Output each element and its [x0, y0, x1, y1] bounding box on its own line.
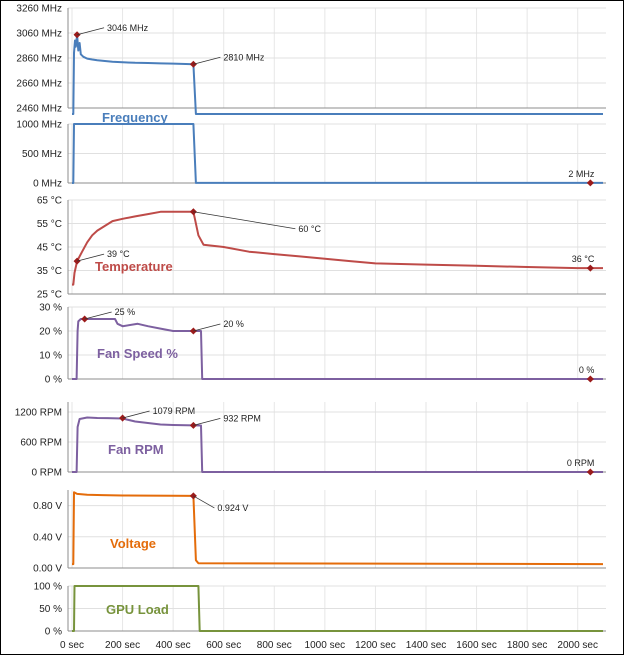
y-tick-label: 0.00 V — [33, 564, 62, 575]
x-tick-label: 800 sec — [257, 640, 292, 651]
data-marker — [586, 375, 594, 383]
y-tick-label: 2660 MHz — [16, 79, 62, 90]
y-tick-label: 1000 MHz — [16, 120, 62, 131]
panel-title-fan-speed: Fan Speed % — [97, 346, 178, 361]
x-tick-label: 1800 sec — [507, 640, 548, 651]
y-tick-label: 3260 MHz — [16, 4, 62, 15]
y-tick-label: 30 % — [39, 303, 62, 314]
x-tick-label: 1000 sec — [305, 640, 346, 651]
panel-title-fan-rpm: Fan RPM — [108, 442, 164, 457]
y-tick-label: 55 °C — [37, 219, 62, 230]
x-tick-label: 600 sec — [206, 640, 241, 651]
plot-area-fan-rpm — [68, 402, 606, 472]
y-tick-label: 0.40 V — [33, 532, 62, 543]
annotation-label: 25 % — [115, 307, 136, 317]
x-tick-label: 400 sec — [156, 640, 191, 651]
y-tick-label: 2460 MHz — [16, 104, 62, 115]
panel-title-temperature: Temperature — [95, 259, 173, 274]
annotation-label: 3046 MHz — [107, 23, 149, 33]
annotation-label: 39 °C — [107, 249, 130, 259]
y-tick-label: 0 RPM — [31, 468, 62, 479]
series-line-temperature — [72, 210, 603, 286]
y-tick-label: 25 °C — [37, 290, 62, 301]
annotation-label: 2 MHz — [568, 169, 595, 179]
x-tick-label: 200 sec — [105, 640, 140, 651]
y-tick-label: 10 % — [39, 351, 62, 362]
annotation-leader — [193, 495, 215, 509]
y-tick-label: 50 % — [39, 604, 62, 615]
annotation-label: 2810 MHz — [223, 52, 265, 62]
x-tick-label: 1400 sec — [406, 640, 447, 651]
series-line-frequency-lower — [72, 123, 603, 184]
annotation-leader — [84, 311, 112, 320]
y-tick-label: 500 MHz — [22, 149, 62, 160]
y-tick-label: 0 % — [45, 375, 62, 386]
y-tick-label: 45 °C — [37, 243, 62, 254]
y-tick-label: 0.80 V — [33, 501, 62, 512]
x-tick-label: 2000 sec — [557, 640, 598, 651]
panel-title-frequency-lower: Frequency — [102, 110, 169, 125]
plot-area-voltage — [68, 490, 606, 568]
y-tick-label: 65 °C — [37, 196, 62, 207]
y-tick-label: 100 % — [34, 582, 62, 593]
annotation-label: 1079 RPM — [153, 406, 196, 416]
annotation-leader — [193, 418, 221, 426]
y-tick-label: 2860 MHz — [16, 54, 62, 65]
x-tick-label: 1600 sec — [456, 640, 497, 651]
annotation-label: 932 RPM — [223, 413, 261, 423]
annotation-leader — [122, 410, 150, 419]
annotation-leader — [193, 323, 221, 332]
series-line-frequency-upper — [72, 33, 603, 115]
annotation-leader — [76, 27, 105, 36]
series-line-gpu-load — [72, 585, 603, 632]
x-tick-label: 1200 sec — [355, 640, 396, 651]
annotation-leader — [193, 211, 296, 230]
annotation-label: 0 % — [579, 365, 595, 375]
plot-area-fan-speed — [68, 307, 606, 379]
annotation-leader — [193, 56, 221, 65]
annotation-label: 36 °C — [572, 254, 595, 264]
annotation-label: 20 % — [223, 319, 244, 329]
annotation-label: 0.924 V — [217, 503, 248, 513]
data-marker — [586, 264, 594, 272]
x-tick-label: 0 sec — [60, 640, 84, 651]
data-marker — [586, 179, 594, 187]
annotation-label: 60 °C — [298, 224, 321, 234]
y-tick-label: 0 MHz — [33, 179, 62, 190]
panel-title-voltage: Voltage — [110, 536, 156, 551]
y-tick-label: 0 % — [45, 627, 62, 638]
y-tick-label: 3060 MHz — [16, 29, 62, 40]
annotation-label: 0 RPM — [567, 458, 595, 468]
series-line-fan-rpm — [72, 416, 603, 473]
series-line-voltage — [72, 491, 604, 566]
y-tick-label: 600 RPM — [20, 438, 62, 449]
annotation-leader — [76, 253, 105, 262]
y-tick-label: 1200 RPM — [15, 408, 62, 419]
y-tick-label: 20 % — [39, 327, 62, 338]
y-tick-label: 35 °C — [37, 266, 62, 277]
data-marker — [586, 468, 594, 476]
panel-title-gpu-load: GPU Load — [106, 602, 169, 617]
